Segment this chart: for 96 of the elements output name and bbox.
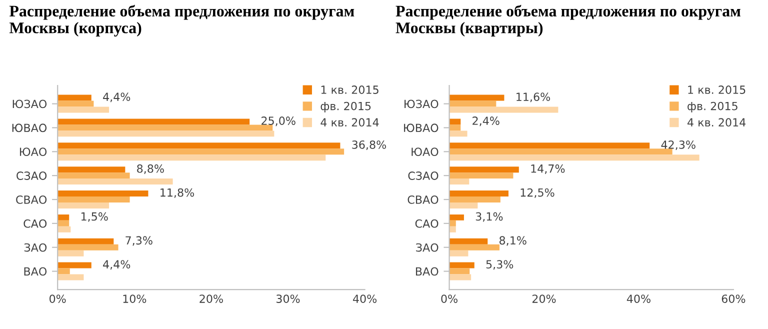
bar (449, 100, 496, 107)
data-label: 14,7% (531, 164, 565, 174)
y-tick-label: ЮВАО (404, 124, 438, 132)
y-tick-label: ЮЗАО (12, 100, 47, 108)
bar (58, 262, 92, 268)
bar (449, 178, 470, 185)
y-tick-label: ВАО (24, 267, 47, 276)
bar (449, 214, 464, 220)
data-label: 4,4% (103, 92, 130, 102)
data-label: 3,1% (476, 212, 503, 222)
bar (58, 100, 94, 107)
bar (449, 202, 478, 208)
bar (449, 244, 500, 250)
y-tick-label: СЗАО (16, 172, 47, 180)
bar (58, 250, 84, 256)
data-label: 7,3% (126, 236, 152, 246)
x-tick-label: 0% (441, 294, 458, 303)
y-tick-label: ЮВАО (12, 124, 47, 132)
bar (58, 268, 70, 274)
bar (58, 172, 130, 179)
data-label: 1,5% (81, 212, 108, 222)
y-tick-label: ЗАО (24, 243, 47, 252)
bar (58, 94, 92, 101)
data-label: 36,8% (352, 140, 386, 150)
x-tick-label: 0% (50, 294, 66, 303)
bar (449, 124, 461, 131)
bar (449, 262, 474, 268)
y-tick-label: ЮАО (20, 148, 47, 156)
y-tick-label: ВАО (416, 267, 438, 276)
x-tick-label: 40% (352, 294, 377, 303)
data-label: 2,4% (472, 116, 500, 126)
bar (449, 226, 456, 232)
data-label: 11,8% (160, 188, 194, 198)
bar (58, 196, 130, 202)
bar (58, 142, 340, 149)
bar (449, 238, 488, 244)
x-tick-label: 60% (722, 294, 746, 303)
bar (58, 274, 84, 280)
bar (58, 244, 118, 250)
data-label: 11,6% (516, 92, 550, 102)
data-label: 8,1% (500, 236, 526, 246)
bar (449, 166, 519, 173)
bar (449, 106, 558, 113)
y-tick-label: СВАО (408, 195, 438, 204)
bar (58, 154, 326, 161)
y-tick-label: САО (24, 219, 47, 228)
y-tick-label: ЮЗАО (404, 100, 438, 108)
bar (58, 106, 110, 113)
y-tick-label: ЮАО (412, 148, 438, 156)
bar (58, 190, 148, 197)
bar (58, 238, 114, 244)
data-label: 42,3% (661, 140, 696, 150)
legend-label: 4 кв. 2014 (688, 118, 746, 127)
bar (449, 118, 461, 125)
bar (58, 220, 70, 226)
y-tick-label: САО (415, 219, 438, 228)
bar (449, 268, 470, 274)
y-tick-label: СВАО (16, 195, 47, 204)
y-tick-label: СЗАО (408, 172, 438, 180)
x-tick-label: 40% (626, 294, 650, 303)
bar (449, 154, 700, 161)
data-label: 4,4% (103, 260, 130, 270)
data-label: 12,5% (520, 188, 554, 198)
legend-label: 4 кв. 2014 (320, 118, 379, 127)
x-tick-label: 10% (123, 294, 146, 303)
bar (58, 124, 273, 131)
legend-label: 1 кв. 2015 (321, 86, 378, 94)
y-tick-label: ЗАО (416, 243, 438, 252)
bar (449, 220, 456, 226)
data-label: 5,3% (486, 260, 514, 270)
bar (58, 118, 250, 125)
bar (449, 94, 504, 101)
data-label: 25,0% (262, 116, 296, 126)
bar (58, 214, 70, 220)
chart-title: Распределение объема предложения по округам Москвы (квартиры) (396, 4, 740, 37)
bar (58, 202, 110, 208)
bar (58, 148, 344, 155)
bar (58, 130, 274, 137)
bar (58, 178, 173, 185)
bar (449, 172, 514, 179)
x-tick-label: 20% (532, 294, 556, 303)
bar (449, 130, 468, 137)
bar (58, 226, 71, 232)
x-tick-label: 20% (200, 294, 223, 303)
bar (449, 148, 672, 155)
bar (58, 166, 126, 173)
legend-label: фв. 2015 (688, 102, 738, 112)
bar (449, 142, 650, 149)
bar (449, 196, 500, 202)
chart-title: Распределение объема предложения по округам Москвы (корпуса) (9, 4, 354, 37)
bar (449, 190, 508, 197)
legend-label: фв. 2015 (320, 102, 371, 112)
data-label: 8,8% (137, 164, 164, 174)
bar (449, 250, 468, 256)
legend-label: 1 кв. 2015 (688, 86, 746, 94)
x-tick-label: 30% (276, 294, 300, 303)
